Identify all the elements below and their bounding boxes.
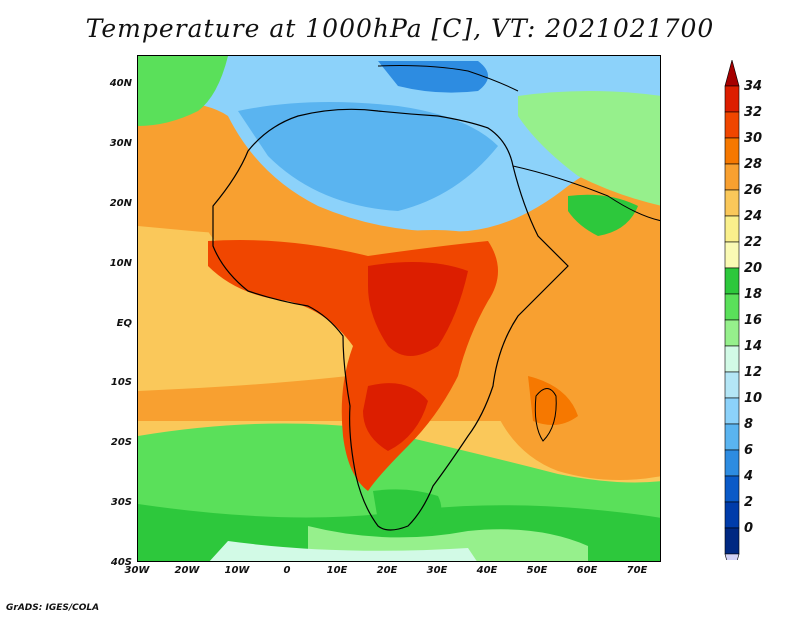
colorbar-label-32: 32 bbox=[744, 105, 763, 120]
map-title: Temperature at 1000hPa [C], VT: 20210217… bbox=[85, 14, 715, 43]
colorbar-segment bbox=[724, 241, 740, 269]
colorbar-segment bbox=[724, 319, 740, 347]
madagascar-coastline bbox=[534, 388, 557, 442]
colorbar-segment bbox=[724, 423, 740, 451]
colorbar-label-28: 28 bbox=[744, 157, 763, 172]
colorbar-top-arrow bbox=[724, 60, 740, 87]
temperature-map bbox=[137, 55, 661, 562]
lon-label-10w: 10W bbox=[224, 565, 250, 576]
lon-label-60e: 60E bbox=[576, 565, 598, 576]
lon-label-50e: 50E bbox=[526, 565, 548, 576]
south-africa-cool-zone bbox=[373, 489, 442, 532]
arabia-coastline bbox=[512, 165, 660, 222]
lat-label-40s: 40S bbox=[110, 557, 132, 568]
colorbar-segment bbox=[724, 163, 740, 191]
madagascar-warm-spot bbox=[528, 376, 578, 425]
colorbar-segment bbox=[724, 527, 740, 555]
lat-label-10s: 10S bbox=[110, 377, 132, 388]
lon-label-10e: 10E bbox=[326, 565, 348, 576]
lon-label-30w: 30W bbox=[124, 565, 150, 576]
colorbar-label-16: 16 bbox=[744, 313, 763, 328]
colorbar-segment bbox=[724, 345, 740, 373]
colorbar-label-12: 12 bbox=[744, 365, 763, 380]
colorbar bbox=[724, 60, 740, 560]
colorbar-segment bbox=[724, 293, 740, 321]
colorbar-segment bbox=[724, 475, 740, 503]
grads-credit: GrADS: IGES/COLA bbox=[6, 603, 100, 613]
lat-label-30s: 30S bbox=[110, 497, 132, 508]
colorbar-segment bbox=[724, 137, 740, 165]
southern-ocean-pale-band bbox=[209, 541, 477, 561]
colorbar-segment bbox=[724, 397, 740, 425]
atlantic-north-green bbox=[138, 56, 228, 126]
lon-label-20e: 20E bbox=[376, 565, 398, 576]
lat-label-30n: 30N bbox=[109, 138, 132, 149]
colorbar-segment bbox=[724, 267, 740, 295]
colorbar-segment bbox=[724, 189, 740, 217]
colorbar-segment bbox=[724, 85, 740, 113]
colorbar-bottom-arrow bbox=[724, 553, 740, 560]
colorbar-segment bbox=[724, 111, 740, 139]
lat-label-20s: 20S bbox=[110, 437, 132, 448]
africa-coastline bbox=[212, 108, 569, 531]
colorbar-segment bbox=[724, 449, 740, 477]
lat-label-40n: 40N bbox=[109, 78, 132, 89]
lat-label-eq: EQ bbox=[116, 318, 132, 329]
arabia-cool-zone bbox=[568, 194, 638, 236]
colorbar-label-26: 26 bbox=[744, 183, 763, 198]
colorbar-label-30: 30 bbox=[744, 131, 763, 146]
colorbar-label-4: 4 bbox=[744, 469, 754, 484]
colorbar-label-18: 18 bbox=[744, 287, 763, 302]
colorbar-label-20: 20 bbox=[744, 261, 763, 276]
colorbar-segment bbox=[724, 371, 740, 399]
colorbar-segment bbox=[724, 215, 740, 243]
lon-label-20w: 20W bbox=[174, 565, 200, 576]
lon-label-40e: 40E bbox=[476, 565, 498, 576]
colorbar-label-10: 10 bbox=[744, 391, 763, 406]
southern-hot-core bbox=[363, 383, 428, 451]
colorbar-label-0: 0 bbox=[744, 521, 754, 536]
colorbar-label-8: 8 bbox=[744, 417, 754, 432]
colorbar-label-24: 24 bbox=[744, 209, 763, 224]
colorbar-segment bbox=[724, 501, 740, 529]
lat-label-20n: 20N bbox=[109, 198, 132, 209]
colorbar-label-14: 14 bbox=[744, 339, 763, 354]
lon-label-70e: 70E bbox=[626, 565, 648, 576]
equatorial-hot-core bbox=[368, 262, 468, 356]
mediterranean-north-coast bbox=[377, 65, 519, 92]
colorbar-label-34: 34 bbox=[744, 79, 763, 94]
sahara-cold-core bbox=[238, 102, 498, 211]
colorbar-label-6: 6 bbox=[744, 443, 754, 458]
colorbar-label-2: 2 bbox=[744, 495, 754, 510]
lon-label-30e: 30E bbox=[426, 565, 448, 576]
colorbar-label-22: 22 bbox=[744, 235, 763, 250]
middle-east-zone bbox=[518, 91, 660, 206]
lat-label-10n: 10N bbox=[109, 258, 132, 269]
mediterranean-cold-spot bbox=[378, 61, 488, 93]
lon-label-0: 0 bbox=[283, 565, 291, 576]
